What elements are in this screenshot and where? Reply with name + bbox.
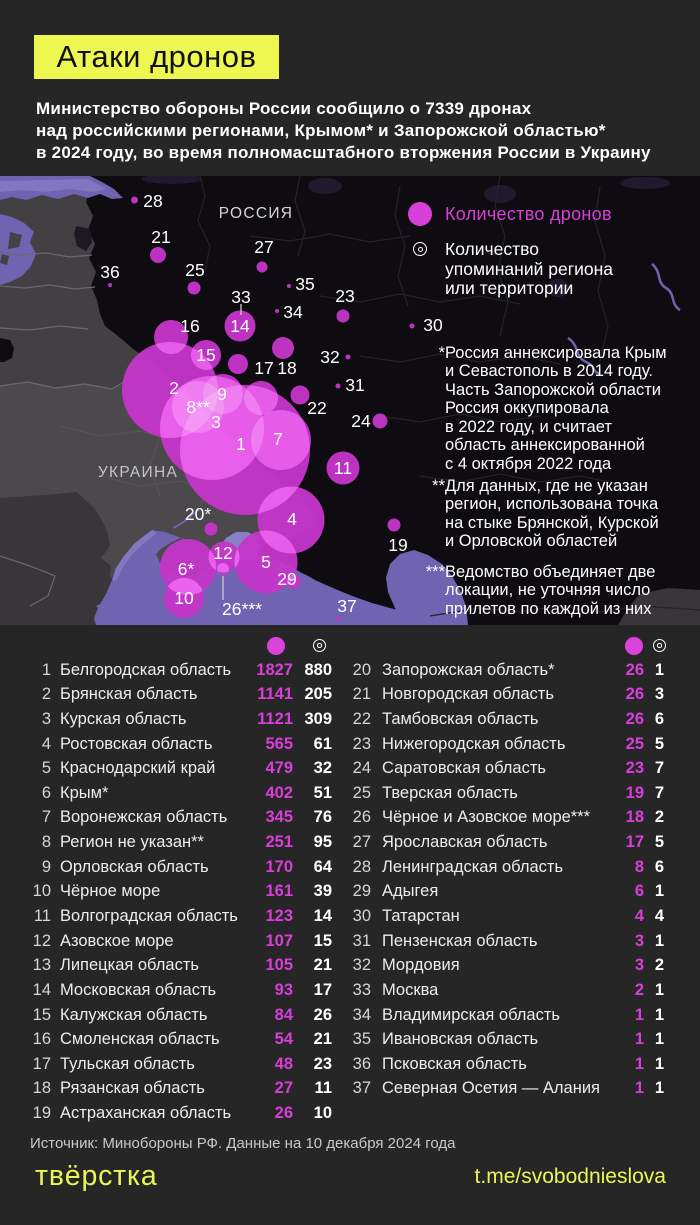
svg-text:18: 18 <box>277 358 296 378</box>
svg-text:12: 12 <box>213 543 232 563</box>
svg-text:25: 25 <box>185 260 204 280</box>
svg-text:16: 16 <box>180 316 199 336</box>
svg-text:2: 2 <box>169 378 179 398</box>
svg-text:11: 11 <box>334 458 352 478</box>
svg-text:32: 32 <box>320 347 339 367</box>
svg-text:15: 15 <box>196 345 215 365</box>
svg-text:19: 19 <box>388 535 407 555</box>
svg-text:35: 35 <box>295 274 314 294</box>
svg-text:23: 23 <box>335 286 354 306</box>
svg-text:28: 28 <box>143 191 162 211</box>
svg-text:27: 27 <box>254 237 273 257</box>
svg-text:РОССИЯ: РОССИЯ <box>219 205 294 222</box>
svg-text:17: 17 <box>254 358 273 378</box>
svg-text:8**: 8** <box>186 397 210 417</box>
svg-text:21: 21 <box>151 227 170 247</box>
svg-text:34: 34 <box>283 302 303 322</box>
svg-text:1: 1 <box>236 434 246 454</box>
svg-text:30: 30 <box>423 315 443 335</box>
svg-text:37: 37 <box>337 596 356 616</box>
svg-text:6*: 6* <box>178 559 195 579</box>
svg-text:29: 29 <box>277 569 296 589</box>
svg-text:20*: 20* <box>185 504 211 524</box>
svg-text:3: 3 <box>211 412 221 432</box>
svg-text:26***: 26*** <box>222 599 262 619</box>
svg-text:31: 31 <box>345 375 364 395</box>
svg-text:4: 4 <box>287 509 297 529</box>
svg-text:9: 9 <box>217 384 227 404</box>
svg-text:10: 10 <box>174 588 194 608</box>
svg-text:УКРАИНА: УКРАИНА <box>98 464 178 481</box>
svg-text:22: 22 <box>307 398 326 418</box>
svg-text:24: 24 <box>351 411 371 431</box>
svg-text:36: 36 <box>100 262 119 282</box>
svg-text:5: 5 <box>261 552 271 572</box>
svg-text:7: 7 <box>273 429 283 449</box>
svg-text:33: 33 <box>231 287 250 307</box>
svg-text:14: 14 <box>230 316 250 336</box>
